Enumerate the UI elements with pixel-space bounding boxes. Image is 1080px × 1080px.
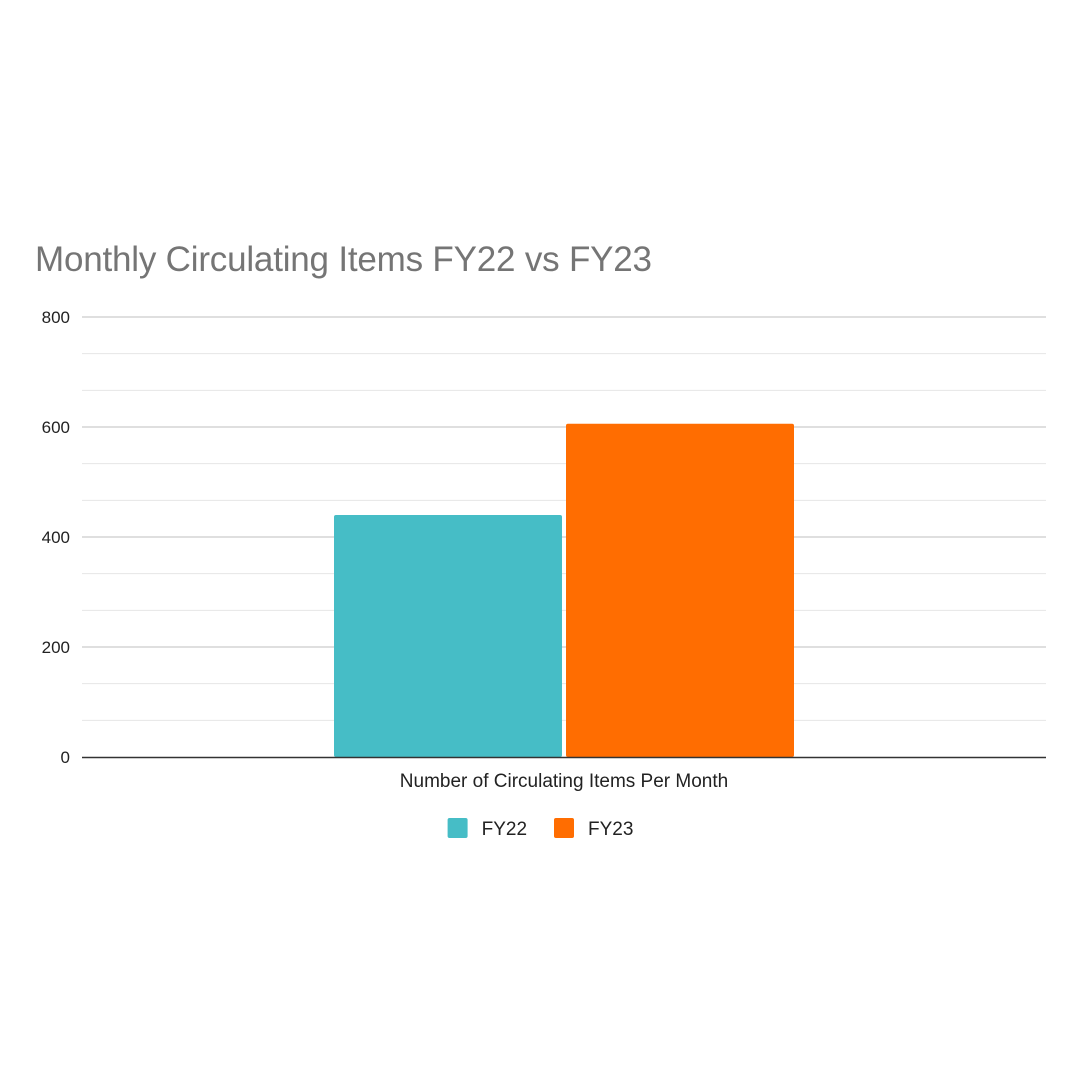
y-tick-label: 200 (42, 638, 70, 657)
y-tick-label: 400 (42, 528, 70, 547)
y-axis-ticks: 0 200 400 600 800 (42, 308, 70, 767)
x-axis-category-labels: Number of Circulating Items Per Month (400, 771, 728, 792)
gridlines (82, 316, 1046, 721)
bar-fy22 (334, 515, 562, 757)
y-tick-label: 600 (42, 418, 70, 437)
legend: FY22 FY23 (447, 818, 633, 840)
legend-item-fy23: FY23 (554, 818, 633, 840)
y-tick-label: 0 (61, 748, 70, 767)
bar-fy23 (566, 423, 794, 757)
legend-item-fy22: FY22 (447, 818, 527, 840)
legend-label: FY22 (482, 819, 527, 840)
legend-swatch (554, 818, 574, 838)
x-category-label: Number of Circulating Items Per Month (400, 771, 728, 792)
legend-swatch (447, 818, 468, 838)
y-tick-label: 800 (42, 308, 70, 327)
bars (334, 423, 794, 757)
chart-title: Monthly Circulating Items FY22 vs FY23 (35, 240, 652, 279)
legend-label: FY23 (588, 819, 633, 840)
